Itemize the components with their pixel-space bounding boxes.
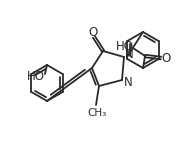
Text: O: O	[161, 51, 171, 64]
Text: O: O	[88, 25, 98, 38]
Text: HO: HO	[116, 39, 134, 52]
Text: HO: HO	[27, 70, 45, 84]
Text: N: N	[124, 76, 132, 89]
Text: CH₃: CH₃	[87, 108, 107, 118]
Text: N: N	[125, 48, 133, 61]
